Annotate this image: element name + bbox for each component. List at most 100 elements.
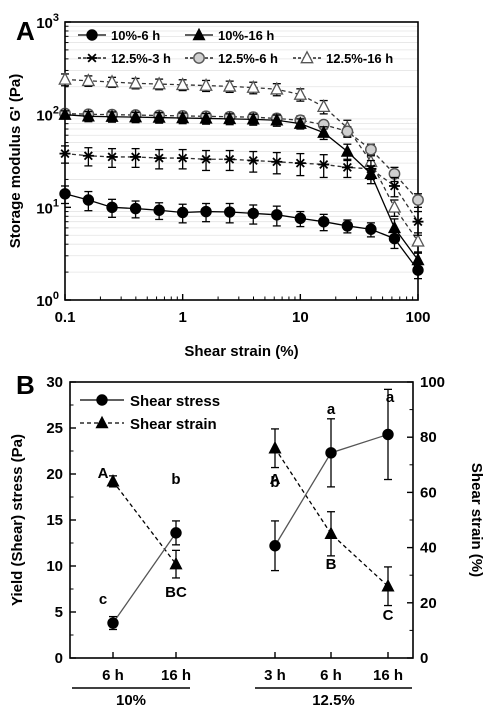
legend-marker (86, 53, 98, 63)
data-point (271, 157, 283, 167)
strain-significance-letter: BC (165, 584, 187, 601)
panel-label-b: B (16, 370, 35, 400)
asterisk-stroke (389, 181, 399, 191)
y-right-tick-label: 100 (420, 374, 445, 391)
data-point (81, 73, 96, 87)
x-tick-label: 16 h (161, 667, 191, 684)
x-tick-label: 16 h (373, 667, 403, 684)
legend-label: Shear strain (130, 416, 217, 433)
asterisk-stroke (201, 154, 211, 164)
data-point (82, 194, 95, 206)
asterisk-stroke (83, 151, 93, 161)
x-tick-label: 100 (405, 309, 430, 326)
data-point (105, 109, 119, 122)
data-point (364, 166, 378, 180)
data-point (324, 526, 338, 539)
data-point (107, 617, 119, 629)
series-line (64, 152, 419, 223)
data-point (325, 447, 337, 459)
data-point (199, 111, 213, 124)
data-point (270, 81, 284, 95)
data-point (411, 233, 425, 247)
legend-marker (192, 27, 206, 41)
legend-item: 12.5%-3 h (78, 51, 171, 66)
data-point (170, 527, 182, 539)
data-point (341, 125, 354, 138)
strain-significance-letter: A (270, 471, 281, 488)
legend-marker (96, 394, 108, 406)
data-point (223, 206, 236, 218)
data-point (175, 77, 190, 91)
series-10-16-h (58, 107, 425, 269)
x-tick-label: 3 h (264, 667, 286, 684)
x-tick-label: 10 (292, 309, 309, 326)
data-point (128, 75, 143, 89)
data-point (269, 540, 281, 552)
data-point (200, 205, 212, 218)
stress-significance-letter: a (386, 389, 395, 406)
strain-significance-letter: C (383, 607, 394, 624)
legend-marker (86, 29, 98, 41)
data-point (129, 202, 142, 215)
data-point (106, 201, 118, 214)
panel-label-a: A (16, 16, 35, 46)
legend-label: 12.5%-16 h (326, 51, 393, 66)
stress-significance-letter: b (171, 471, 180, 488)
legend-item: 10%-16 h (185, 27, 274, 43)
asterisk-stroke (225, 154, 235, 164)
data-point (381, 578, 395, 592)
y-left-tick-label: 5 (55, 604, 63, 621)
data-point (153, 204, 165, 216)
x-tick-label: 1 (178, 309, 186, 326)
series-12-5-3-h (59, 145, 424, 236)
data-point (340, 144, 354, 157)
asterisk-stroke (272, 157, 282, 167)
data-point (130, 152, 142, 162)
data-point (246, 112, 260, 125)
legend-item: Shear strain (80, 415, 217, 433)
data-point (129, 109, 143, 123)
data-point (316, 99, 331, 113)
panel-b: B 0 5 10 15 20 25 30 0 20 40 60 80 100 6 h 16 h 3 h 6 h 16… (9, 370, 485, 709)
series-shear-strain (106, 428, 395, 607)
series-line (112, 480, 177, 565)
data-point (341, 162, 353, 172)
data-point (222, 78, 237, 92)
data-point (199, 77, 213, 91)
y-left-axis-label: Yield (Shear) stress (Pa) (9, 434, 26, 606)
stress-significance-letter: c (99, 591, 107, 608)
data-point (293, 116, 307, 129)
series-line (64, 112, 419, 201)
series-shear-stress (107, 388, 394, 631)
error-bar (414, 210, 422, 236)
asterisk-stroke (248, 156, 258, 166)
data-point (246, 79, 261, 93)
y-right-tick-label: 60 (420, 484, 437, 501)
plot-frame (69, 381, 414, 659)
data-point (388, 232, 401, 245)
series-line (64, 114, 419, 261)
x-tick-label: 0.1 (55, 309, 76, 326)
strain-significance-letter: B (326, 556, 337, 573)
series-line (112, 532, 177, 624)
legend-label: 10%-6 h (111, 28, 160, 43)
data-point (365, 143, 377, 156)
data-point (365, 223, 377, 235)
y-tick-exponent: 2 (53, 105, 59, 117)
x-tick-label: 6 h (320, 667, 342, 684)
y-left-tick-label: 30 (46, 374, 63, 391)
data-point (224, 154, 236, 164)
series-line (64, 193, 419, 271)
x-tick-label: 6 h (102, 667, 124, 684)
series-10-6-h (59, 185, 424, 280)
legend-marker (193, 52, 205, 64)
y-left-tick-label: 15 (46, 512, 63, 529)
y-left-tick-label: 0 (55, 650, 63, 667)
asterisk-stroke (107, 152, 117, 162)
data-point (293, 86, 308, 100)
data-point (200, 154, 212, 164)
asterisk-stroke (178, 153, 188, 163)
y-tick-label: 102 (36, 105, 59, 125)
y-left-tick-label: 20 (46, 466, 63, 483)
stress-significance-letter: b (270, 474, 279, 491)
